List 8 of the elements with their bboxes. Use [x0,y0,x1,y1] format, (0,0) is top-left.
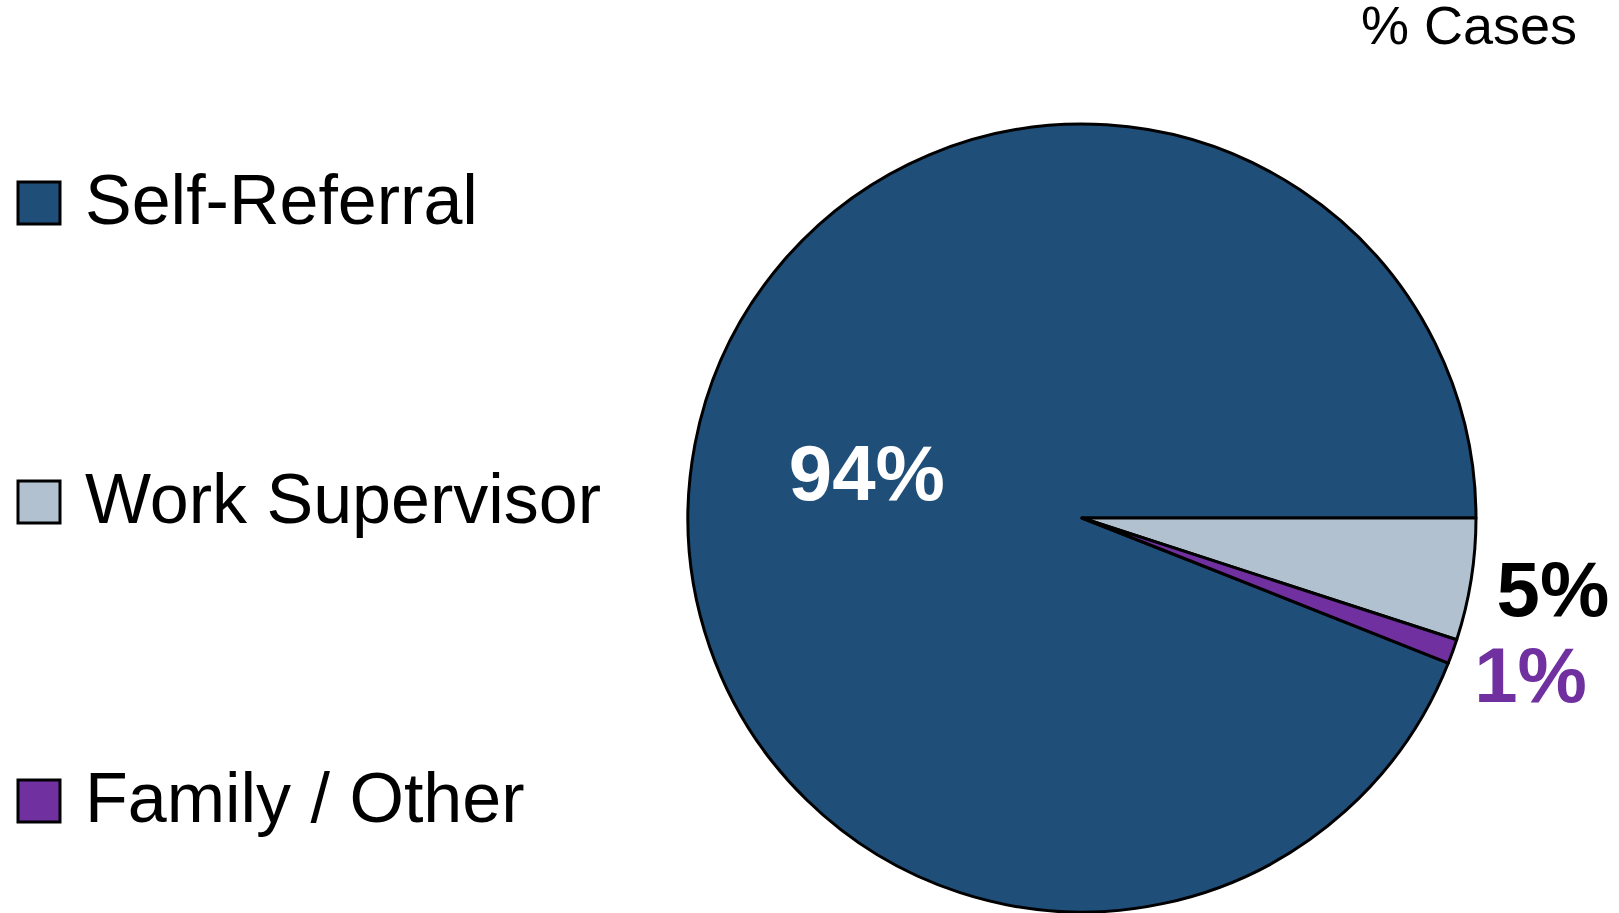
legend-label: Work Supervisor [85,460,602,538]
data-label: 5% [1496,544,1610,633]
data-label: 1% [1474,631,1587,720]
legend-label: Family / Other [85,759,525,837]
pie-slice [687,122,1478,913]
data-label: 94% [788,428,945,517]
chart-title: % Cases [1360,0,1577,55]
legend-label: Self-Referral [85,161,478,239]
